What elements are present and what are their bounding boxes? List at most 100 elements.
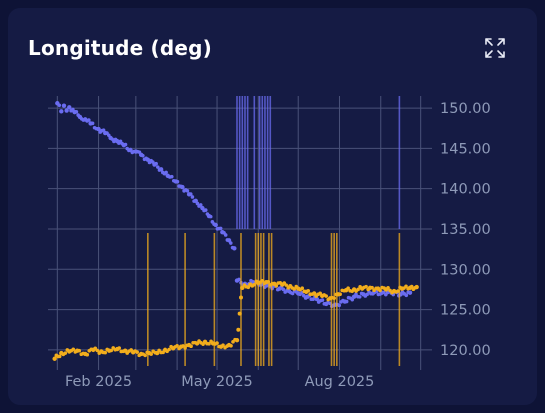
y-tick-label: 145.00 [440,141,491,157]
orange-point [338,292,342,297]
orange-point [260,278,265,283]
orange-point [396,289,400,293]
orange-point [292,287,297,291]
blue-point [154,161,158,166]
blue-point [59,109,64,114]
orange-point [346,286,350,290]
orange-point [236,327,241,332]
blue-point [218,226,223,231]
blue-point [357,295,362,299]
orange-point [324,294,328,298]
chart-marks [52,96,419,366]
orange-point [149,352,153,356]
orange-point [77,348,82,353]
blue-point [226,238,232,243]
orange-point [274,284,279,288]
blue-point [158,167,164,172]
orange-point [306,288,311,293]
x-tick-label: May 2025 [181,374,253,390]
blue-point [404,293,409,298]
blue-point [169,174,174,179]
blue-point [190,195,195,199]
blue-point [87,118,91,122]
blue-point [96,126,101,132]
blue-point [175,179,180,184]
blue-point [164,170,168,175]
blue-point [123,142,128,147]
orange-point [109,348,114,353]
blue-point [141,153,145,158]
orange-point [378,288,382,293]
orange-point [370,285,374,290]
blue-point [290,291,295,296]
blue-point [195,201,200,206]
blue-point [320,298,325,302]
y-tick-label: 150.00 [440,101,491,117]
orange-point [252,282,257,287]
blue-point [337,303,342,308]
blue-point [281,287,286,292]
orange-point [143,353,147,358]
orange-point [234,338,240,343]
orange-point [63,351,68,355]
orange-point [183,346,187,350]
blue-point [90,121,95,126]
orange-point [154,350,160,356]
orange-point [215,341,219,345]
orange-point [135,350,139,354]
blue-point [208,214,213,219]
blue-point [198,203,203,207]
blue-point [64,108,69,113]
expand-arrows-icon[interactable] [484,37,506,59]
chart-ticks: 150.00 145.00 140.00 135.00 130.00 125.00 120.… [65,101,491,390]
blue-point [407,290,413,295]
orange-point [240,285,245,291]
blue-point [61,103,67,108]
orange-point [52,356,57,361]
y-tick-label: 125.00 [440,303,491,319]
orange-point [229,343,233,348]
y-tick-label: 140.00 [440,182,491,198]
card-title: Longitude (deg) [28,36,213,60]
orange-point [85,352,90,357]
blue-point [180,184,185,190]
blue-point [156,165,160,169]
orange-point [117,346,122,350]
blue-point [57,103,62,108]
y-tick-label: 130.00 [440,262,491,278]
orange-point [238,295,243,300]
orange-point [409,284,414,289]
orange-point [221,343,225,347]
orange-point [237,311,242,316]
orange-point [189,344,193,349]
orange-point [300,286,305,291]
orange-point [356,287,360,292]
blue-point [74,109,79,114]
orange-point [414,284,419,290]
blue-point [228,241,233,245]
blue-point [67,105,72,110]
x-tick-label: Feb 2025 [65,374,132,390]
orange-point [71,347,76,352]
orange-point [404,284,408,289]
blue-point [344,299,349,304]
y-tick-label: 135.00 [440,222,491,238]
blue-point [232,246,237,251]
orange-point [207,341,211,346]
blue-point [188,192,193,196]
orange-point [167,347,171,352]
orange-point [57,354,62,359]
blue-point [185,188,190,193]
orange-point [284,283,289,287]
blue-point [365,292,369,297]
orange-point [332,296,336,300]
orange-point [95,348,100,353]
orange-point [364,284,368,289]
blue-point [350,297,355,302]
blue-point [213,222,218,228]
x-tick-label: Aug 2025 [305,374,375,390]
blue-point [203,208,208,212]
orange-point [386,286,390,290]
blue-point [237,277,241,282]
